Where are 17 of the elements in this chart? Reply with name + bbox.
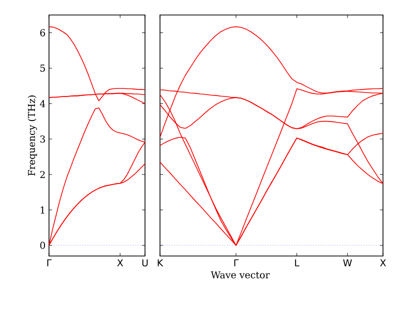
x-tick-label: L [295,259,300,266]
x-tick-label: K [158,259,164,266]
y-tick-label: 2 [40,170,45,178]
y-tick-label: 3 [40,135,45,143]
y-tick-label: 5 [40,64,45,72]
y-axis-title: Frequency (THz) [28,96,38,176]
y-tick-label: 4 [40,100,46,108]
x-tick-label: W [343,259,352,266]
x-tick-label: Γ [234,259,239,266]
y-tick-label: 6 [40,29,46,36]
x-axis-title: Wave vector [210,271,270,278]
x-tick-label: U [142,259,148,266]
x-tick-label: X [117,259,124,266]
y-tick-label: 1 [40,206,44,214]
x-tick-label: Γ [47,259,52,266]
x-tick-label: X [380,259,386,266]
y-tick-label: 0 [40,242,46,249]
